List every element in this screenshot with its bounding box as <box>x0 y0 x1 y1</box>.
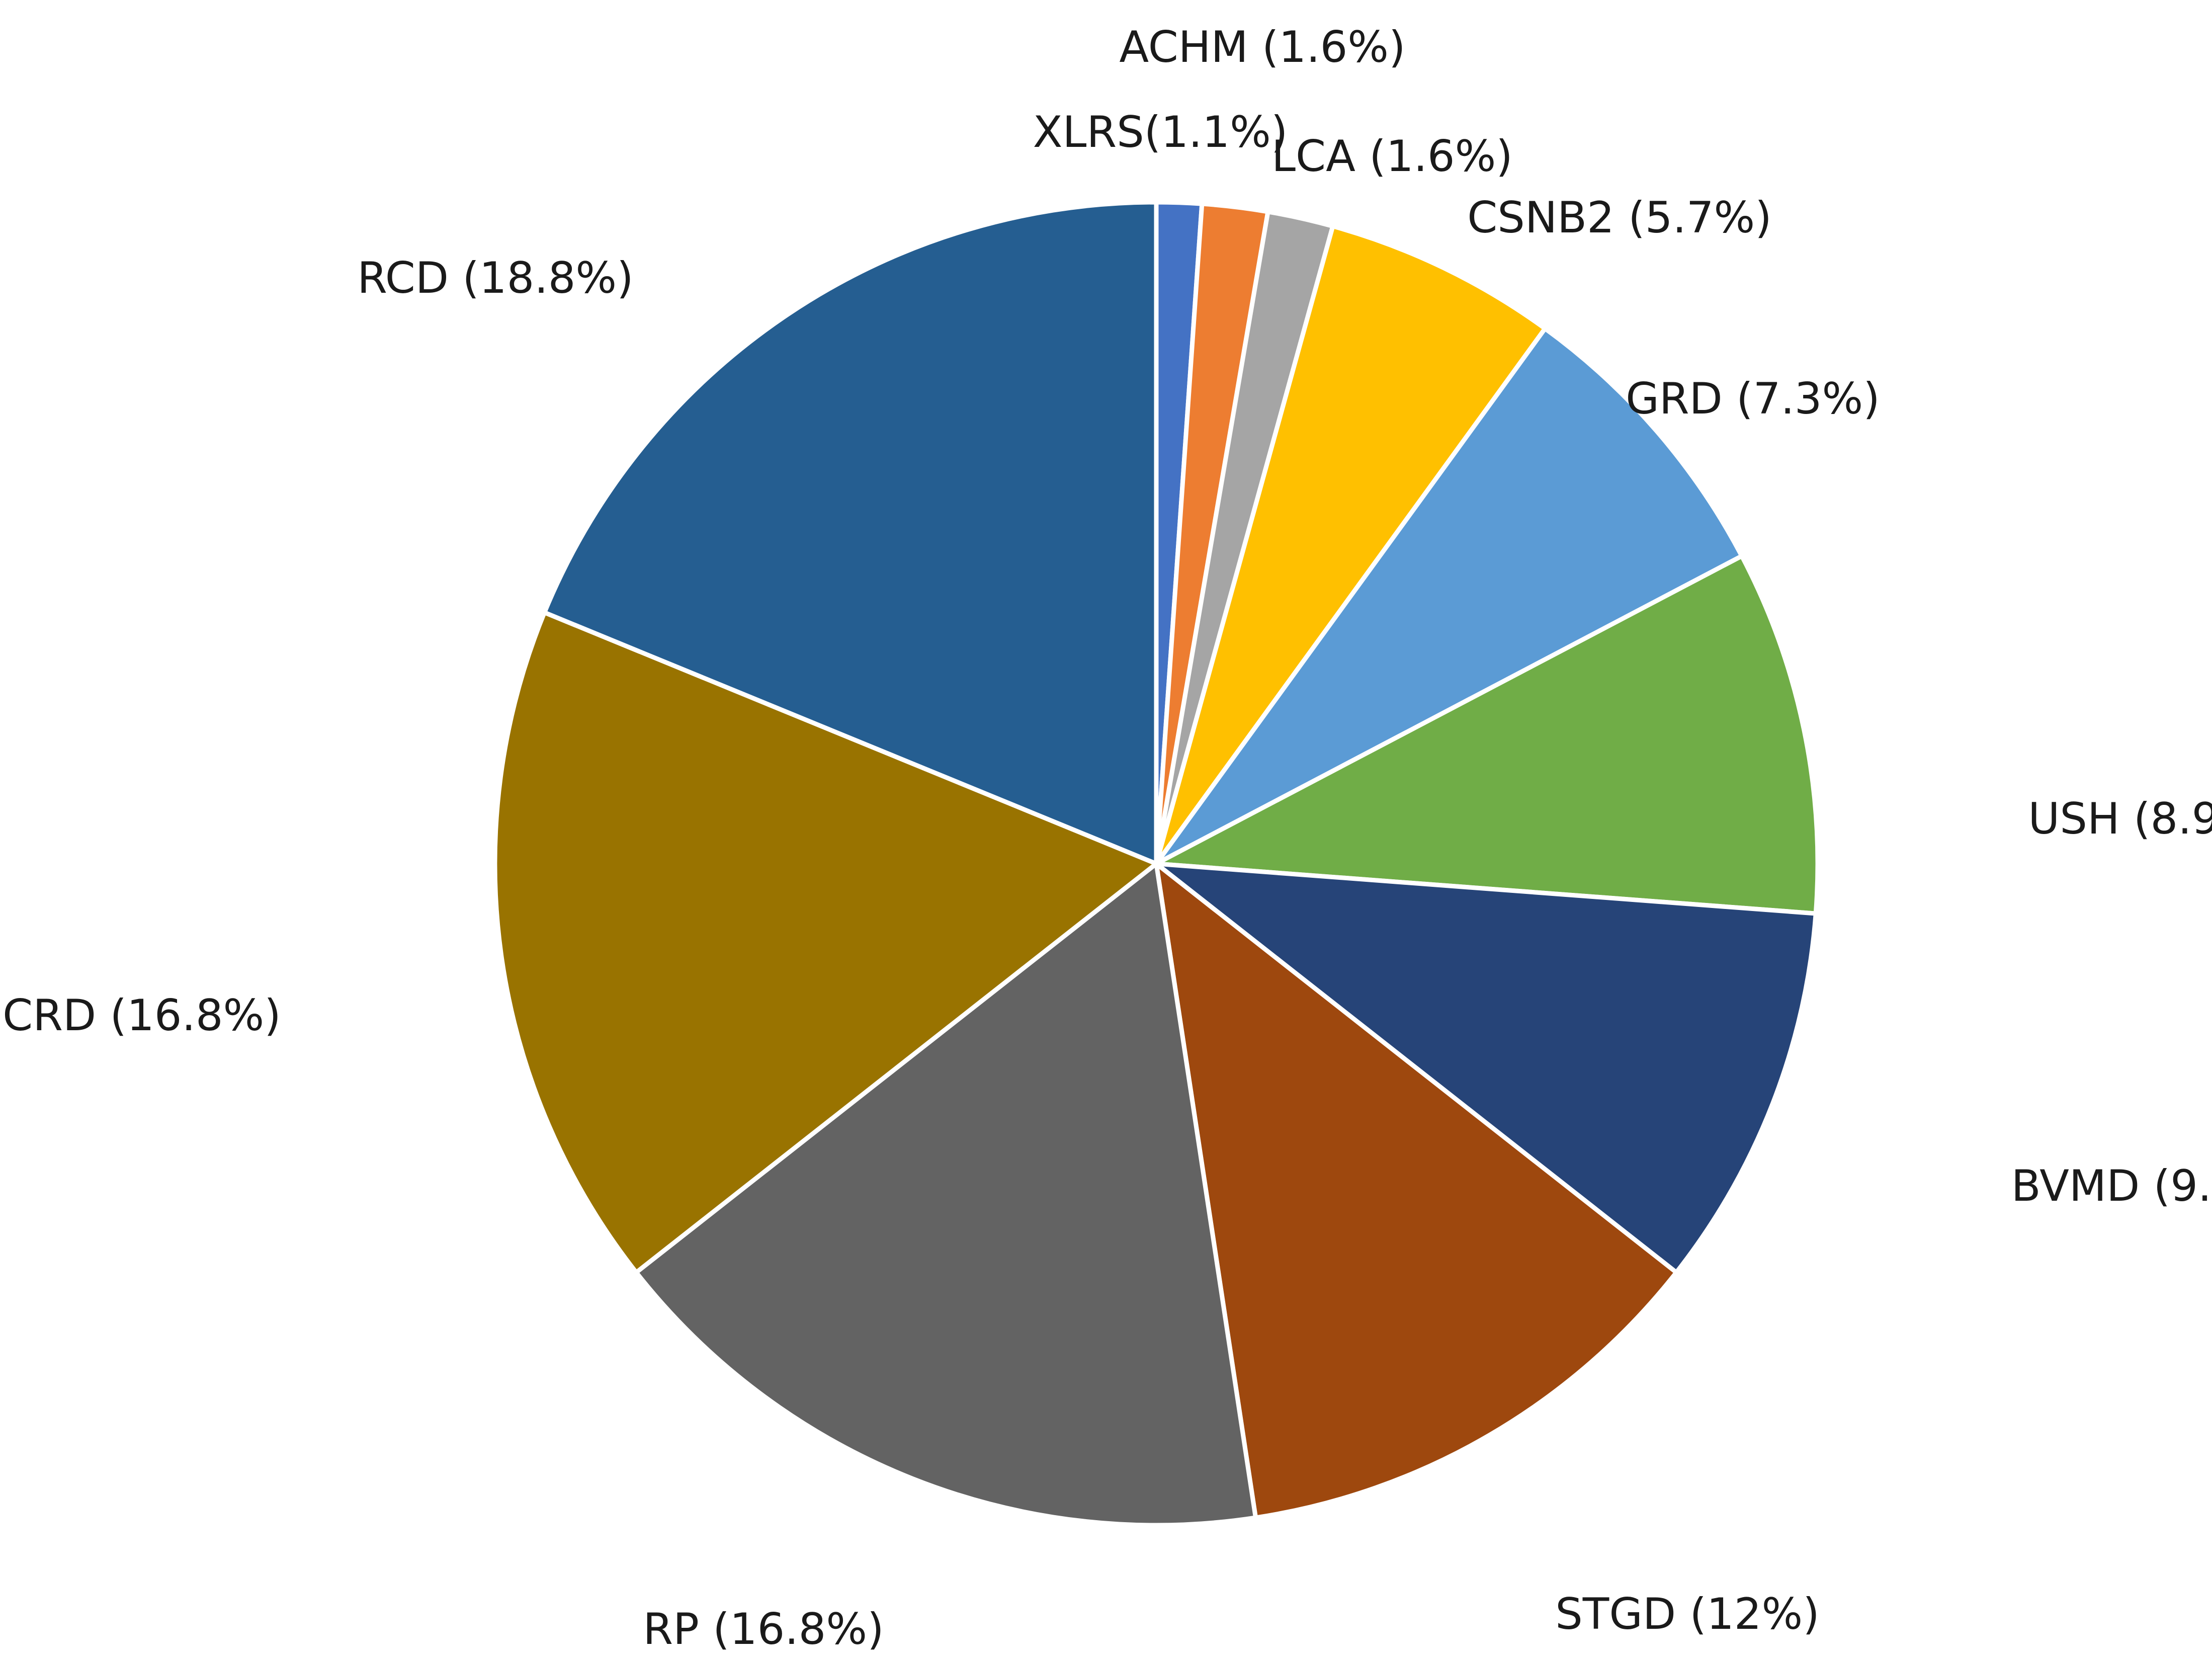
pie-slice <box>1154 861 1818 1275</box>
pie-slice-label: ACHM (1.6%) <box>1119 22 1405 72</box>
pie-slice <box>1154 553 1820 916</box>
pie-slice <box>634 861 1258 1528</box>
pie-slice <box>1154 326 1744 866</box>
pie-slice-label: LCA (1.6%) <box>1271 131 1513 182</box>
pie-slice-label: CRD (16.8%) <box>3 990 281 1041</box>
pie-labels: XLRS(1.1%) ACHM (1.6%) LCA (1.6%) CSNB2 (5.… <box>3 22 2212 1654</box>
pie-slice-label: BVMD (9.4%) <box>2011 1161 2212 1211</box>
pie-slice-label: RP (16.8%) <box>643 1604 884 1654</box>
pie-slice-label: CSNB2 (5.7%) <box>1467 193 1772 243</box>
pie-slice-label: GRD (7.3%) <box>1626 374 1880 424</box>
pie-slice-label: USH (8.9%) <box>2028 794 2212 844</box>
pie-slices <box>492 200 1820 1528</box>
pie-slice <box>1154 861 1679 1520</box>
pie-slice <box>1154 224 1548 866</box>
pie-slice <box>492 610 1159 1275</box>
pie-slice <box>542 200 1159 866</box>
pie-slice-label: RCD (18.8%) <box>357 253 633 303</box>
pie-slice-label: XLRS(1.1%) <box>1033 107 1288 157</box>
pie-slice-label: STGD (12%) <box>1555 1589 1820 1639</box>
